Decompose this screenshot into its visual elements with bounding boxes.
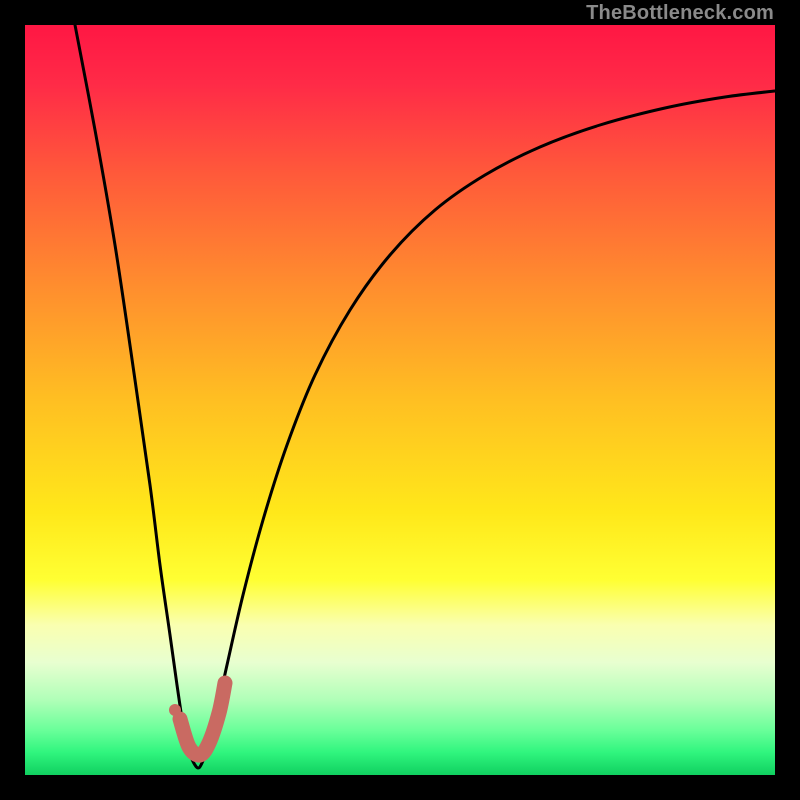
chart-frame: TheBottleneck.com [0, 0, 800, 800]
bottleneck-curve [75, 25, 775, 768]
watermark-text: TheBottleneck.com [586, 2, 774, 25]
plot-area [25, 25, 775, 775]
curve-layer [25, 25, 775, 775]
optimal-marker-dot [169, 704, 181, 716]
optimal-marker-check [180, 683, 225, 755]
